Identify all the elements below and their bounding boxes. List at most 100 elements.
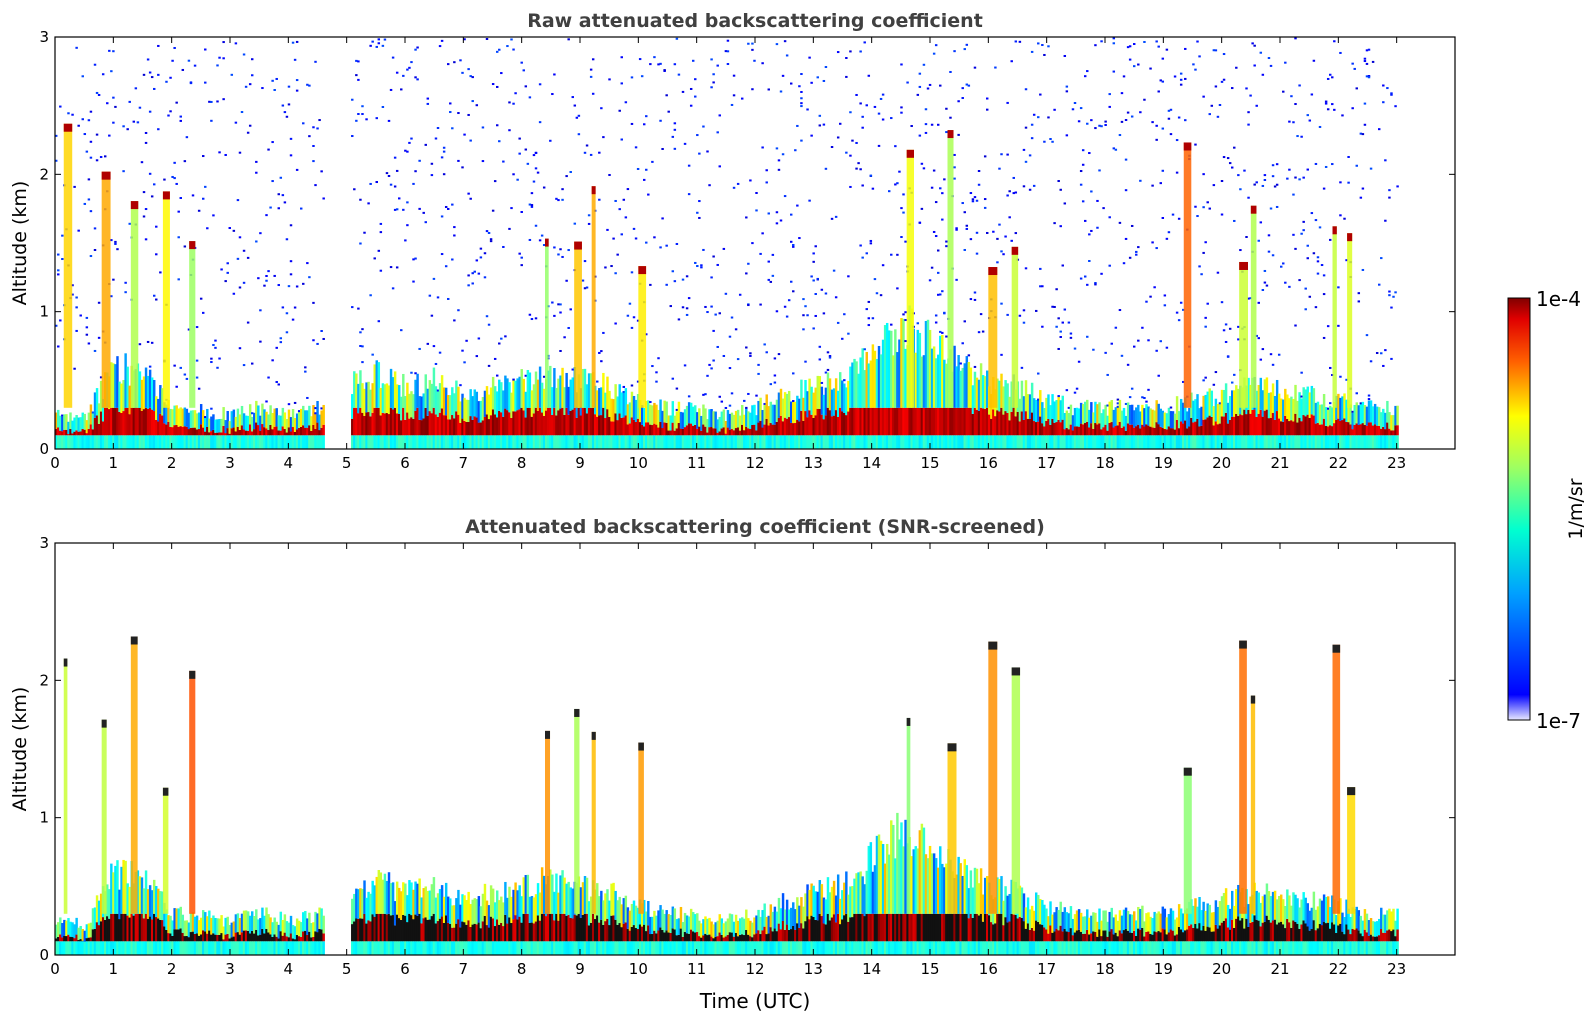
heat-cell xyxy=(477,422,481,436)
heat-cell xyxy=(206,435,209,449)
heat-cell xyxy=(1071,435,1075,449)
heat-cell xyxy=(1335,435,1338,449)
heat-cell xyxy=(1384,435,1387,449)
heat-cell xyxy=(138,435,142,449)
heat-cell xyxy=(773,941,777,955)
heat-cell xyxy=(214,432,217,436)
noise-speck xyxy=(724,50,728,53)
heat-cell xyxy=(526,407,530,436)
noise-speck xyxy=(520,211,523,214)
noise-speck xyxy=(804,305,807,308)
heat-cell xyxy=(1365,435,1369,449)
heat-cell xyxy=(679,928,683,942)
heat-cell xyxy=(1200,406,1203,426)
noise-speck xyxy=(248,124,252,127)
noise-speck xyxy=(1363,57,1367,60)
noise-speck xyxy=(614,272,617,275)
heat-cell xyxy=(698,936,701,942)
heat-cell xyxy=(199,941,203,955)
cloud-column xyxy=(63,123,73,408)
noise-speck xyxy=(159,271,162,274)
noise-speck xyxy=(447,297,450,300)
heat-cell xyxy=(971,413,975,436)
heat-cell xyxy=(1069,435,1073,449)
noise-speck xyxy=(826,368,830,371)
noise-speck xyxy=(1014,191,1018,194)
heat-cell xyxy=(759,435,762,449)
noise-speck xyxy=(945,245,948,248)
heat-cell xyxy=(1284,435,1287,449)
heat-cell xyxy=(179,941,182,955)
heat-cell xyxy=(1128,404,1132,425)
panel-raw: Raw attenuated backscattering coefficien… xyxy=(9,10,1456,472)
heat-cell xyxy=(101,941,105,955)
noise-speck xyxy=(412,280,415,283)
heat-cell xyxy=(167,399,170,422)
heat-cell xyxy=(214,435,217,449)
heat-cell xyxy=(236,932,240,942)
heat-cell xyxy=(177,426,180,436)
heat-cell xyxy=(755,915,758,934)
heat-cell xyxy=(945,913,948,942)
noise-speck xyxy=(148,172,152,175)
noise-speck xyxy=(1084,75,1087,78)
heat-cell xyxy=(1035,422,1038,436)
noise-speck xyxy=(89,110,93,113)
heat-cell xyxy=(530,941,534,955)
heat-cell xyxy=(530,390,534,417)
noise-speck xyxy=(710,367,713,370)
heat-cell xyxy=(843,941,846,955)
noise-speck xyxy=(900,63,903,66)
heat-cell xyxy=(943,867,946,914)
noise-speck xyxy=(818,345,822,348)
heat-cell xyxy=(430,435,434,449)
noise-speck xyxy=(934,44,938,47)
heat-cell xyxy=(1394,435,1397,449)
noise-speck xyxy=(528,96,532,99)
heat-cell xyxy=(955,407,958,436)
heat-cell xyxy=(95,388,99,416)
noise-speck xyxy=(645,333,648,336)
noise-speck xyxy=(1259,51,1263,54)
noise-speck xyxy=(975,231,979,234)
heat-cell xyxy=(1224,383,1228,413)
heat-cell xyxy=(1216,424,1220,436)
heat-cell xyxy=(424,374,427,408)
heat-cell xyxy=(128,435,131,449)
heat-cell xyxy=(393,925,397,942)
heat-cell xyxy=(400,891,403,920)
heat-cell xyxy=(1349,435,1352,449)
heat-cell xyxy=(306,934,309,942)
noise-speck xyxy=(806,108,809,111)
heat-cell xyxy=(487,927,491,942)
heat-cell xyxy=(359,407,362,436)
noise-speck xyxy=(1100,125,1103,128)
heat-cell xyxy=(1226,423,1230,436)
heat-cell xyxy=(806,941,809,955)
heat-cell xyxy=(638,941,642,955)
heat-cell xyxy=(643,941,646,955)
noise-speck xyxy=(204,81,207,84)
noise-speck xyxy=(185,377,189,380)
heat-cell xyxy=(769,423,773,436)
heat-cell xyxy=(302,435,305,449)
heat-cell xyxy=(998,380,1001,412)
heat-cell xyxy=(224,433,227,436)
heat-cell xyxy=(77,431,80,436)
noise-speck xyxy=(1177,116,1181,119)
heat-cell xyxy=(665,401,668,423)
noise-speck xyxy=(453,226,456,229)
heat-cell xyxy=(934,913,938,942)
heat-cell xyxy=(318,928,321,942)
noise-speck xyxy=(1059,188,1062,191)
heat-cell xyxy=(469,435,472,449)
heat-cell xyxy=(622,923,626,942)
heat-cell xyxy=(65,936,68,942)
noise-speck xyxy=(698,152,701,155)
noise-speck xyxy=(1014,232,1018,235)
heat-cell xyxy=(106,435,109,449)
heat-cell xyxy=(308,435,311,449)
heat-cell xyxy=(1369,435,1373,449)
heat-cell xyxy=(634,435,638,449)
noise-speck xyxy=(802,298,805,301)
